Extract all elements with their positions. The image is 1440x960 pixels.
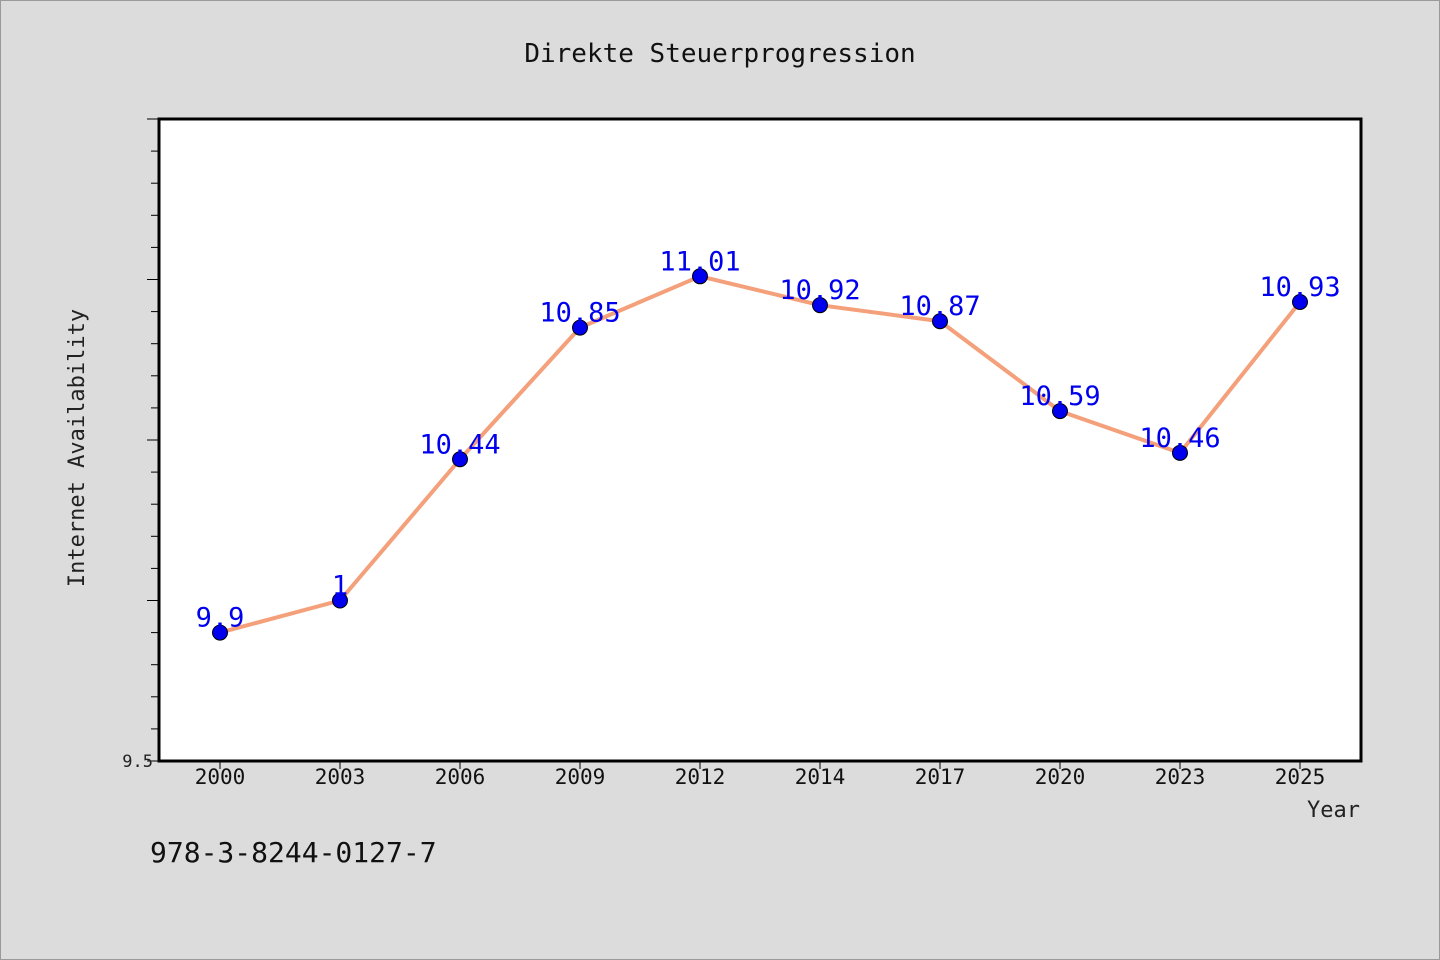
data-label: 10.92	[779, 275, 860, 306]
data-point	[692, 268, 708, 285]
isbn-footnote: 978-3-8244-0127-7	[150, 836, 437, 869]
x-tick-label: 2006	[435, 765, 486, 789]
plot-frame	[157, 117, 1363, 763]
x-axis-label: Year	[1307, 798, 1360, 823]
series-markers	[212, 268, 1308, 641]
data-label: 10.87	[899, 291, 980, 322]
plot-area	[159, 119, 1361, 761]
y-tick-label: 9.5	[122, 752, 153, 772]
data-labels: 9.9 1 10.44 10.85 11.01 10.92 10.87 10.59 10.46 1…	[196, 246, 1341, 633]
x-tick-label: 2025	[1275, 765, 1326, 789]
y-axis-ticks: 9.5	[122, 118, 159, 772]
x-tick-label: 2003	[315, 765, 366, 789]
x-tick-label: 2014	[795, 765, 846, 789]
data-label: 10.44	[419, 429, 500, 460]
x-tick-label: 2020	[1035, 765, 1086, 789]
chart-title: Direkte Steuerprogression	[524, 39, 915, 69]
data-point	[212, 624, 228, 641]
series-line	[218, 274, 1302, 635]
x-tick-label: 2023	[1155, 765, 1206, 789]
x-tick-label: 2012	[675, 765, 726, 789]
data-label: 10.93	[1259, 272, 1340, 303]
data-point	[572, 319, 588, 336]
data-label: 10.59	[1019, 381, 1100, 412]
x-axis-ticks: 2000 2003 2006 2009 2012 2014 2017 2020 2023 2025	[195, 761, 1326, 789]
data-point	[452, 451, 468, 468]
data-label: 9.9	[196, 603, 245, 634]
y-axis-label: Internet Availability	[65, 309, 90, 587]
data-point	[1292, 293, 1308, 310]
x-tick-label: 2017	[915, 765, 966, 789]
data-point	[1052, 403, 1068, 420]
x-tick-label: 2009	[555, 765, 606, 789]
data-point	[932, 313, 948, 330]
data-point	[812, 297, 828, 314]
data-label: 10.85	[539, 298, 620, 329]
data-label: 11.01	[659, 246, 740, 277]
data-point	[332, 592, 348, 609]
data-point	[1172, 444, 1188, 461]
data-label: 10.46	[1139, 423, 1220, 454]
x-tick-label: 2000	[195, 765, 246, 789]
data-label: 1	[332, 571, 348, 602]
